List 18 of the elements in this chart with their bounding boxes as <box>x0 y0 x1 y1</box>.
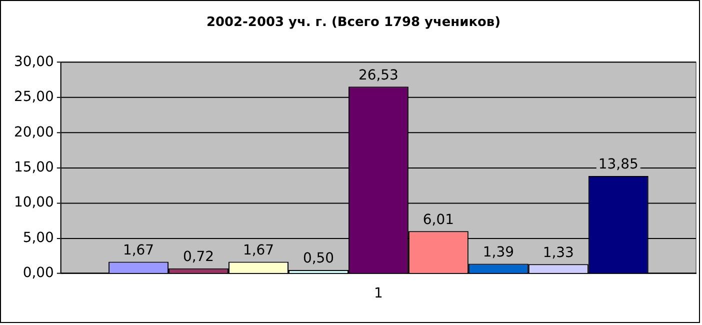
data-label: 1,39 <box>482 244 514 260</box>
data-label: 0,50 <box>302 250 334 267</box>
y-tick-label: 0,00 <box>22 265 54 282</box>
x-tick-label: 1 <box>374 285 383 302</box>
y-tick-label: 25,00 <box>14 89 54 106</box>
y-tick-label: 5,00 <box>22 230 54 246</box>
data-label: 1,67 <box>242 242 274 258</box>
data-label: 1,33 <box>542 244 574 261</box>
y-tick-label: 30,00 <box>14 54 54 70</box>
data-label: 0,72 <box>182 249 214 266</box>
y-tick-label: 10,00 <box>14 194 54 211</box>
data-label: 1,67 <box>123 242 154 258</box>
chart-title: 2002-2003 уч. г. (Всего 1798 учеников) <box>206 15 501 30</box>
data-label: 13,85 <box>598 156 638 173</box>
y-tick-label: 15,00 <box>14 160 54 176</box>
data-label: 6,01 <box>422 212 454 228</box>
data-label: 26,53 <box>358 67 398 84</box>
y-tick-label: 20,00 <box>14 124 54 140</box>
